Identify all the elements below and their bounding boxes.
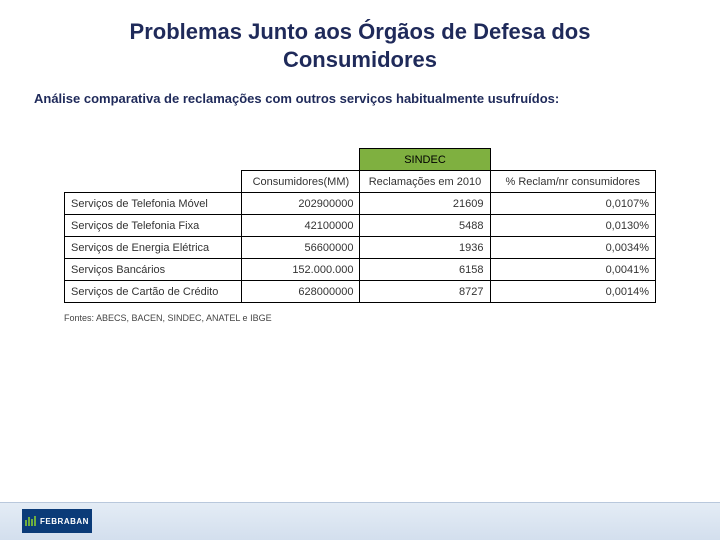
row-reclamacoes: 5488 (360, 215, 490, 237)
table-row: Serviços Bancários 152.000.000 6158 0,00… (65, 259, 656, 281)
row-label: Serviços de Telefonia Fixa (65, 215, 242, 237)
row-reclamacoes: 8727 (360, 281, 490, 303)
header-percent: % Reclam/nr consumidores (490, 171, 656, 193)
row-reclamacoes: 21609 (360, 193, 490, 215)
empty-cell (65, 149, 242, 171)
table-row: Serviços de Energia Elétrica 56600000 19… (65, 237, 656, 259)
logo-bars-icon (25, 516, 37, 526)
row-reclamacoes: 1936 (360, 237, 490, 259)
comparison-table-container: SINDEC Consumidores(MM) Reclamações em 2… (0, 106, 720, 303)
table-row: Serviços de Telefonia Móvel 202900000 21… (65, 193, 656, 215)
row-label: Serviços de Energia Elétrica (65, 237, 242, 259)
row-reclamacoes: 6158 (360, 259, 490, 281)
row-label: Serviços de Telefonia Móvel (65, 193, 242, 215)
row-consumidores: 56600000 (242, 237, 360, 259)
slide-subtitle: Análise comparativa de reclamações com o… (0, 79, 720, 106)
row-percent: 0,0107% (490, 193, 656, 215)
table-row: Serviços de Cartão de Crédito 628000000 … (65, 281, 656, 303)
empty-cell (65, 171, 242, 193)
logo-text: FEBRABAN (40, 517, 89, 526)
row-label: Serviços Bancários (65, 259, 242, 281)
comparison-table: SINDEC Consumidores(MM) Reclamações em 2… (64, 148, 656, 303)
row-percent: 0,0014% (490, 281, 656, 303)
header-reclamacoes: Reclamações em 2010 (360, 171, 490, 193)
slide-title: Problemas Junto aos Órgãos de Defesa dos… (0, 0, 720, 79)
slide-footer: FEBRABAN (0, 502, 720, 540)
row-percent: 0,0130% (490, 215, 656, 237)
empty-cell (242, 149, 360, 171)
column-header-row: Consumidores(MM) Reclamações em 2010 % R… (65, 171, 656, 193)
row-percent: 0,0041% (490, 259, 656, 281)
sindec-header-row: SINDEC (65, 149, 656, 171)
row-percent: 0,0034% (490, 237, 656, 259)
empty-cell (490, 149, 656, 171)
row-consumidores: 42100000 (242, 215, 360, 237)
header-consumidores: Consumidores(MM) (242, 171, 360, 193)
febraban-logo: FEBRABAN (22, 509, 92, 533)
row-consumidores: 202900000 (242, 193, 360, 215)
row-consumidores: 628000000 (242, 281, 360, 303)
sindec-label-cell: SINDEC (360, 149, 490, 171)
sources-text: Fontes: ABECS, BACEN, SINDEC, ANATEL e I… (0, 303, 720, 323)
row-consumidores: 152.000.000 (242, 259, 360, 281)
table-row: Serviços de Telefonia Fixa 42100000 5488… (65, 215, 656, 237)
row-label: Serviços de Cartão de Crédito (65, 281, 242, 303)
